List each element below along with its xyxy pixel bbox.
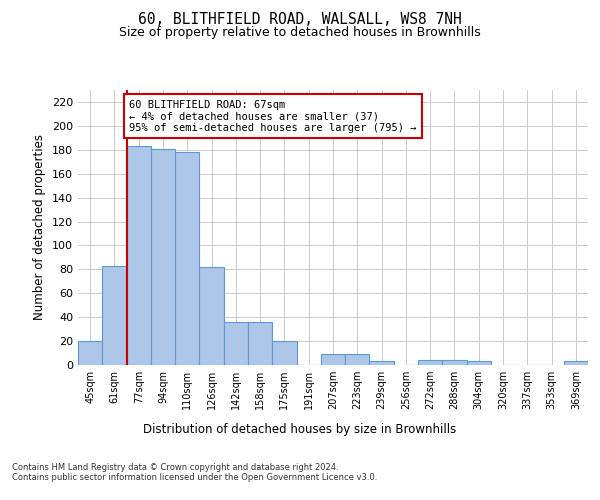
Bar (418, 360, 442, 365)
Text: 60, BLITHFIELD ROAD, WALSALL, WS8 7NH: 60, BLITHFIELD ROAD, WALSALL, WS8 7NH (138, 12, 462, 28)
Bar (78, 341, 102, 365)
Bar (564, 362, 588, 365)
Bar (175, 152, 199, 365)
Bar (102, 266, 127, 365)
Bar (467, 362, 491, 365)
Bar (442, 360, 467, 365)
Bar (248, 322, 272, 365)
Bar (370, 362, 394, 365)
Bar (127, 146, 151, 365)
Text: 60 BLITHFIELD ROAD: 67sqm
← 4% of detached houses are smaller (37)
95% of semi-d: 60 BLITHFIELD ROAD: 67sqm ← 4% of detach… (129, 100, 416, 133)
Text: Size of property relative to detached houses in Brownhills: Size of property relative to detached ho… (119, 26, 481, 39)
Bar (224, 322, 248, 365)
Text: Contains HM Land Registry data © Crown copyright and database right 2024.
Contai: Contains HM Land Registry data © Crown c… (12, 462, 377, 482)
Bar (272, 341, 296, 365)
Y-axis label: Number of detached properties: Number of detached properties (34, 134, 46, 320)
Bar (199, 267, 224, 365)
Bar (151, 148, 175, 365)
Bar (321, 354, 345, 365)
Text: Distribution of detached houses by size in Brownhills: Distribution of detached houses by size … (143, 422, 457, 436)
Bar (345, 354, 370, 365)
